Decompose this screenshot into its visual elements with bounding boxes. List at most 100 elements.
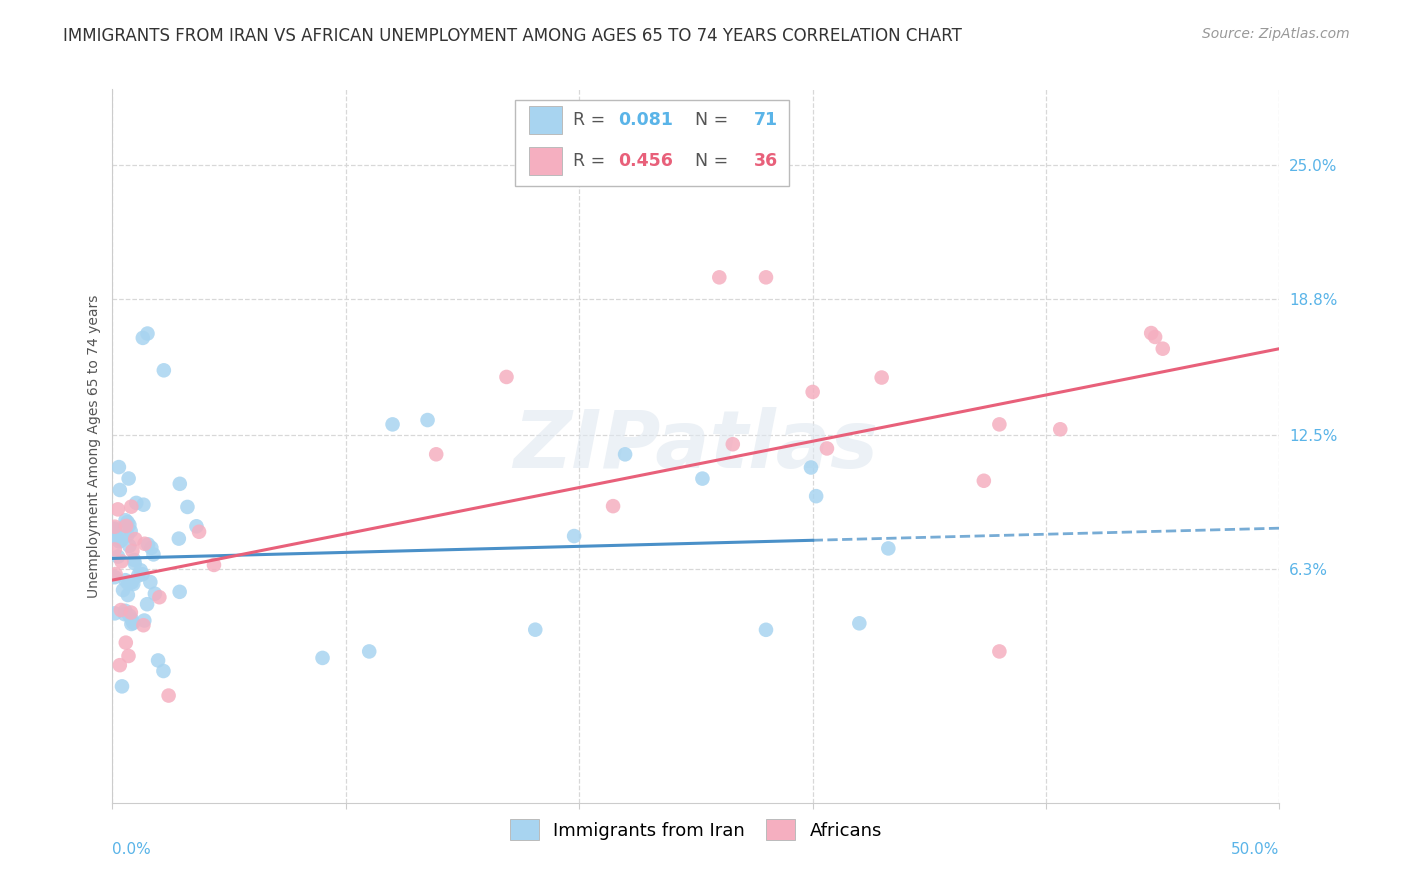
- Point: [104, 570, 127, 584]
- Point: [118, 608, 141, 623]
- Point: [148, 591, 170, 605]
- Text: N =: N =: [685, 111, 734, 128]
- Point: [110, 533, 132, 548]
- Point: [973, 474, 995, 488]
- Point: [111, 679, 134, 693]
- Point: [495, 370, 517, 384]
- Text: ZIPatlas: ZIPatlas: [513, 407, 879, 485]
- Point: [125, 496, 148, 510]
- Point: [104, 528, 127, 542]
- Point: [136, 537, 159, 551]
- Point: [118, 517, 141, 532]
- Point: [132, 331, 155, 345]
- Point: [692, 472, 714, 486]
- Text: 0.081: 0.081: [617, 111, 673, 128]
- Bar: [529, 146, 562, 175]
- Point: [114, 604, 136, 618]
- Point: [117, 588, 139, 602]
- Bar: [529, 105, 562, 134]
- Point: [614, 447, 637, 461]
- Text: R =: R =: [574, 152, 612, 170]
- Point: [143, 587, 166, 601]
- Point: [755, 270, 778, 285]
- Point: [121, 575, 143, 590]
- Point: [988, 644, 1011, 658]
- Point: [104, 528, 127, 542]
- Point: [186, 519, 208, 533]
- Point: [104, 607, 127, 621]
- Point: [120, 617, 142, 632]
- Point: [188, 524, 211, 539]
- Point: [104, 542, 127, 557]
- Point: [146, 653, 169, 667]
- Point: [105, 530, 128, 544]
- Text: N =: N =: [685, 152, 734, 170]
- Point: [104, 519, 127, 533]
- Point: [815, 442, 838, 456]
- Point: [120, 524, 142, 538]
- Point: [122, 577, 145, 591]
- Point: [117, 528, 139, 542]
- Point: [112, 583, 135, 598]
- Point: [108, 483, 131, 497]
- Point: [110, 554, 132, 568]
- Point: [524, 623, 547, 637]
- Point: [127, 568, 149, 582]
- Legend: Immigrants from Iran, Africans: Immigrants from Iran, Africans: [502, 812, 890, 847]
- Point: [121, 613, 143, 627]
- Point: [801, 384, 824, 399]
- Point: [721, 437, 744, 451]
- Point: [108, 658, 131, 673]
- Point: [108, 460, 131, 475]
- Point: [167, 532, 190, 546]
- Point: [104, 567, 127, 582]
- Point: [136, 597, 159, 611]
- Point: [108, 534, 131, 549]
- Point: [142, 548, 165, 562]
- Point: [359, 644, 381, 658]
- Point: [1144, 330, 1167, 344]
- Point: [562, 529, 585, 543]
- Point: [120, 500, 142, 514]
- Point: [114, 607, 136, 622]
- Point: [107, 502, 129, 516]
- Text: R =: R =: [574, 111, 612, 128]
- Point: [416, 413, 439, 427]
- Y-axis label: Unemployment Among Ages 65 to 74 years: Unemployment Among Ages 65 to 74 years: [87, 294, 101, 598]
- Point: [118, 539, 141, 553]
- Point: [153, 363, 176, 377]
- Point: [141, 541, 163, 555]
- Point: [709, 270, 731, 285]
- Point: [136, 326, 159, 341]
- Point: [381, 417, 404, 432]
- Point: [152, 664, 174, 678]
- Point: [117, 576, 139, 591]
- Point: [602, 499, 624, 513]
- Point: [1152, 342, 1174, 356]
- Point: [169, 476, 191, 491]
- Point: [122, 615, 145, 630]
- Text: 0.456: 0.456: [617, 152, 672, 170]
- Point: [129, 563, 152, 577]
- Point: [114, 635, 136, 649]
- Point: [804, 489, 827, 503]
- Point: [169, 584, 191, 599]
- Point: [988, 417, 1011, 432]
- FancyBboxPatch shape: [515, 100, 789, 186]
- Point: [139, 575, 162, 590]
- Point: [425, 447, 447, 461]
- Point: [124, 557, 146, 571]
- Point: [107, 549, 129, 564]
- Point: [134, 537, 156, 551]
- Point: [117, 471, 139, 485]
- Point: [122, 553, 145, 567]
- Point: [114, 573, 136, 587]
- Point: [115, 519, 138, 533]
- Point: [134, 614, 156, 628]
- Point: [117, 515, 139, 529]
- Point: [132, 618, 155, 632]
- Point: [131, 567, 153, 582]
- Point: [104, 523, 127, 537]
- Point: [115, 519, 138, 533]
- Text: 0.0%: 0.0%: [112, 842, 152, 857]
